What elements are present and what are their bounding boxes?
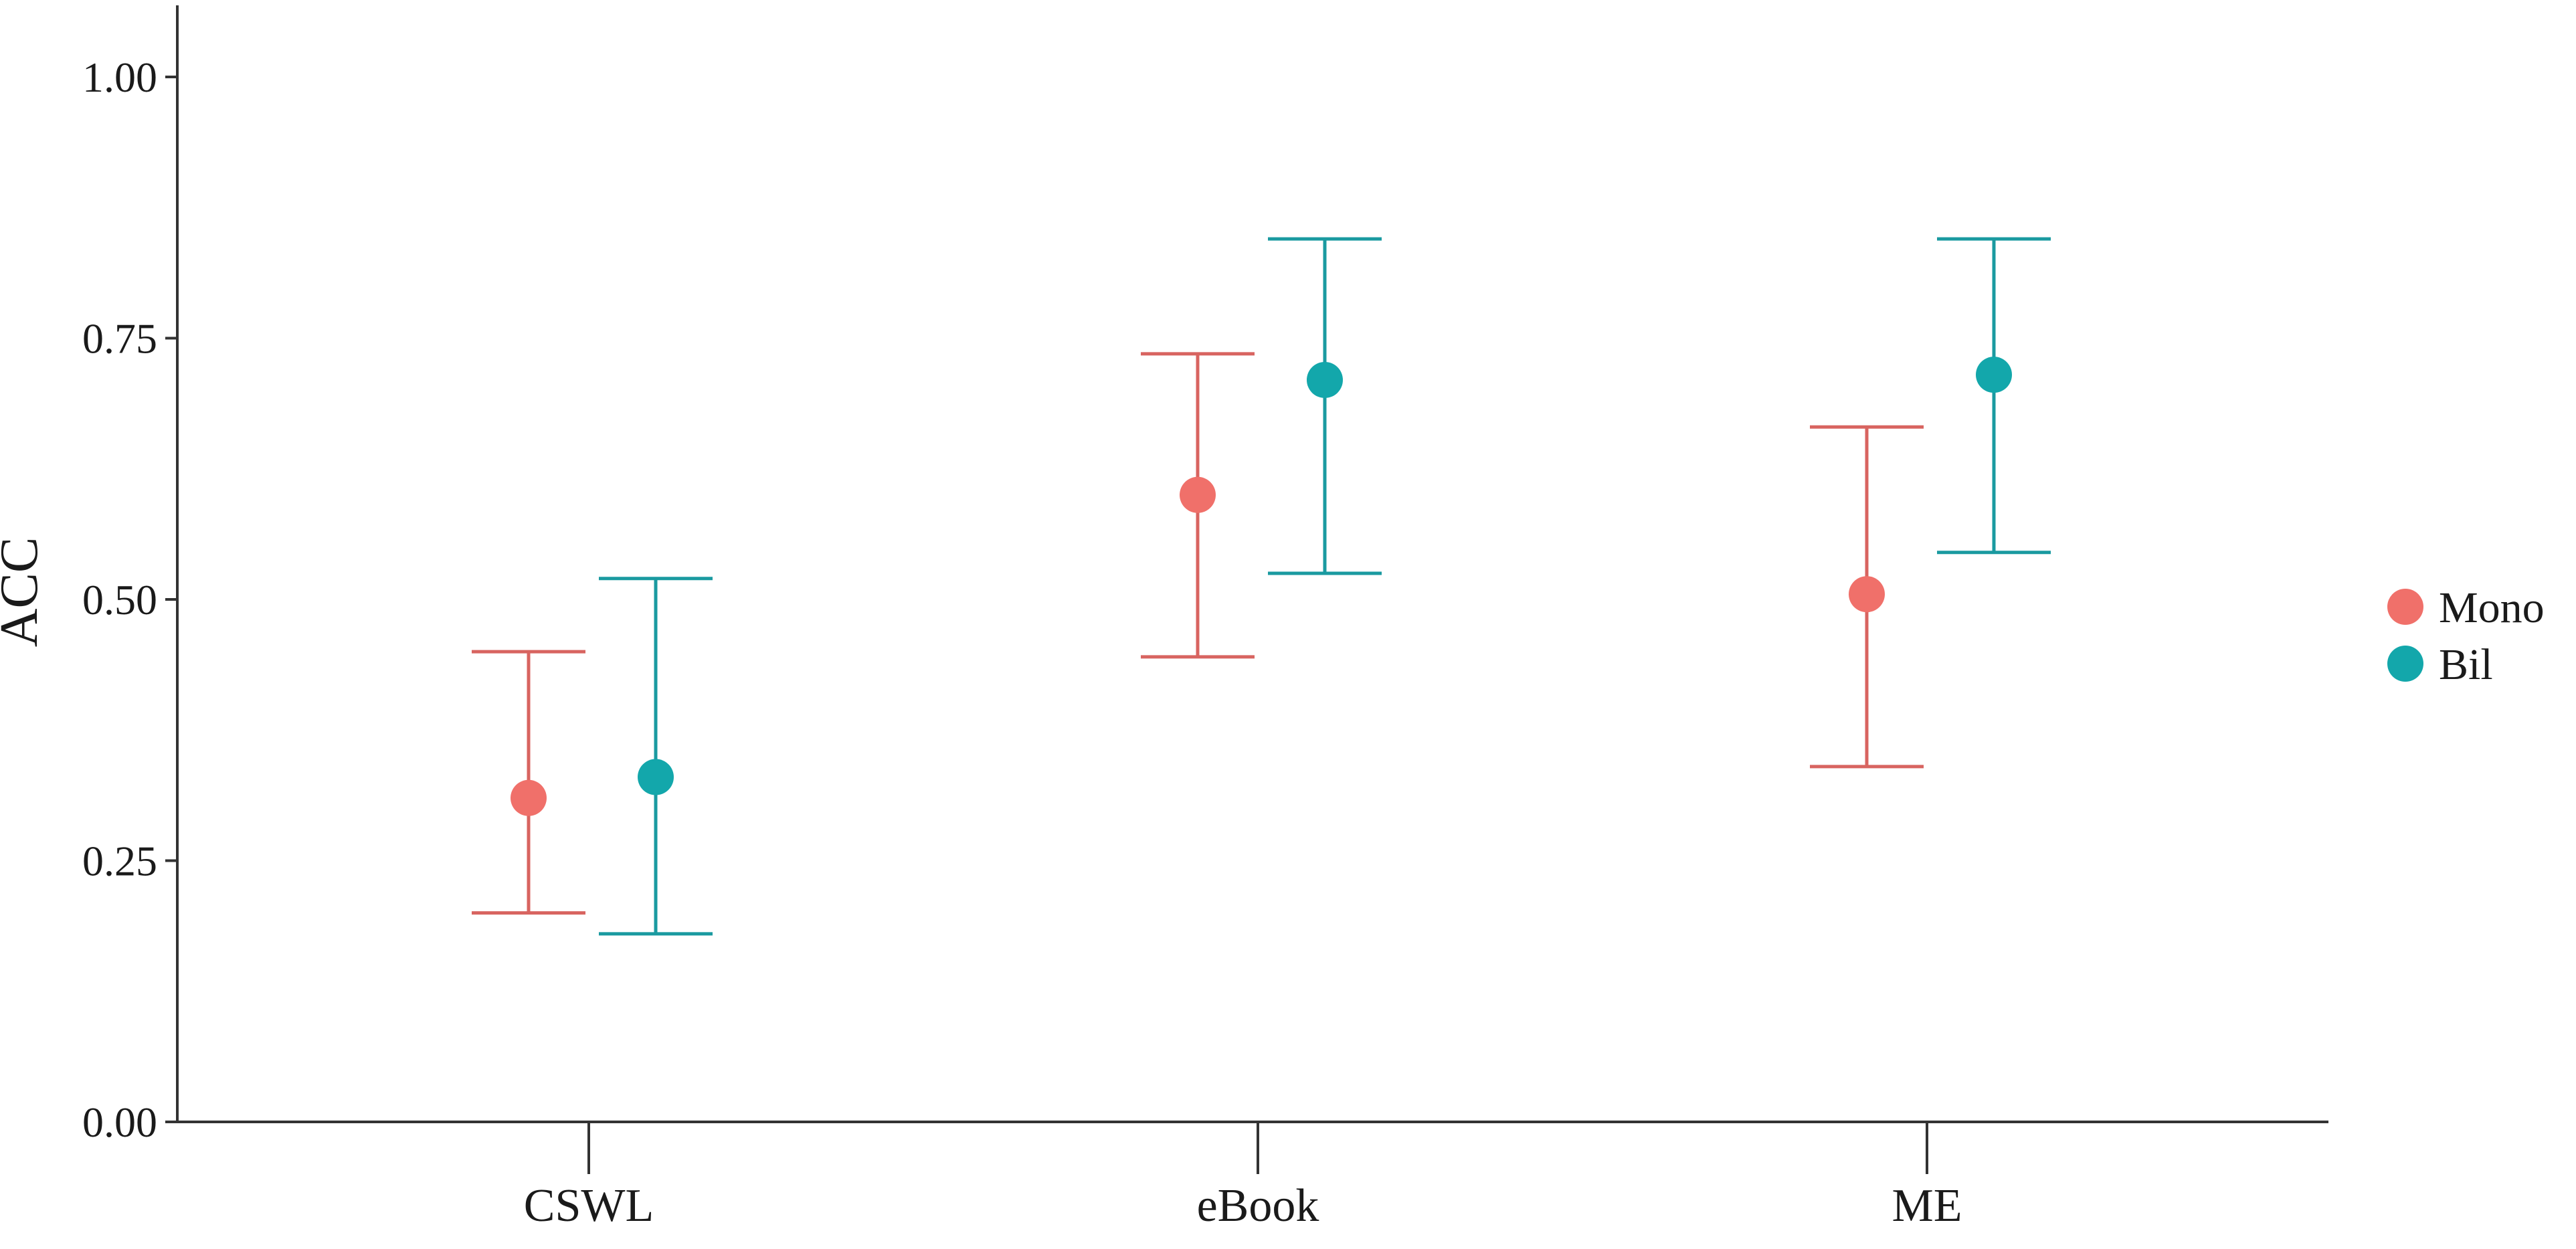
legend: Mono Bil [2387,583,2545,689]
legend-label-bil: Bil [2439,640,2493,689]
x-tick-label: eBook [1197,1180,1319,1232]
y-tick-label: 1.00 [82,54,157,101]
y-tick-label: 0.50 [82,576,157,623]
y-tick-label: 0.00 [82,1098,157,1146]
point-bil [638,759,674,795]
x-tick-label: ME [1892,1180,1962,1232]
x-axis: CSWL eBook ME [177,1121,2328,1232]
y-tick-label: 0.25 [82,838,157,885]
legend-marker-bil [2387,646,2423,682]
y-tick-label: 0.75 [82,315,157,363]
point-mono [511,779,547,816]
point-bil [1307,361,1343,398]
y-axis: 0.00 0.25 0.50 0.75 1.00 [82,5,179,1146]
x-tick-label: CSWL [524,1180,654,1232]
legend-label-mono: Mono [2439,583,2545,632]
data-marks [472,237,2051,936]
point-mono [1180,476,1216,513]
legend-marker-mono [2387,589,2423,625]
point-mono [1849,576,1885,613]
point-bil [1976,357,2012,393]
y-axis-title: ACC [0,537,49,648]
